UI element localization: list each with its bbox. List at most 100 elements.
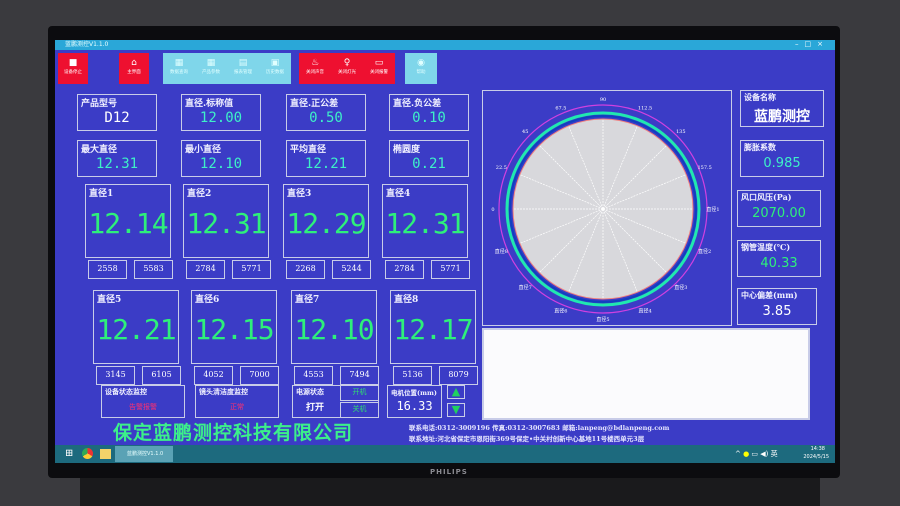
taskbar-app[interactable]: 蓝鹏测控V1.1.0: [115, 446, 173, 462]
info-field: 钢管温度(℃) 40.33: [737, 240, 821, 277]
polar-spoke: [539, 208, 604, 273]
polar-spoke: [602, 145, 667, 210]
motor-position-value: 16.33: [396, 399, 433, 413]
monitor-icon: ▭: [374, 58, 384, 68]
grid-icon: ▦: [206, 58, 216, 68]
diameter-raw-a: 3145: [96, 366, 135, 385]
polar-angle-label: 直径7: [519, 284, 532, 291]
toolbar-button-6[interactable]: ♨ 关闭声音: [299, 53, 331, 84]
lens-status-value: 正常: [230, 403, 244, 411]
polar-angle-label: 直径6: [554, 308, 567, 315]
diameter-raw-b: 5771: [431, 260, 470, 279]
diameter-value: 12.31: [385, 207, 465, 240]
diameter-card: 直径2 12.31: [183, 184, 269, 258]
chrome-icon[interactable]: [82, 448, 93, 459]
diameter-label: 直径5: [97, 295, 122, 305]
toolbar-button-7[interactable]: ♀ 关闭灯光: [331, 53, 363, 84]
trend-chart-area: [482, 328, 810, 420]
toolbar-button-5[interactable]: ▣ 历史数据: [259, 53, 291, 84]
monitor-stand: [80, 478, 820, 506]
param-field: 产品型号 D12: [77, 94, 157, 131]
clock-date[interactable]: 2024/5/15: [803, 454, 829, 460]
diameter-label: 直径4: [386, 189, 411, 199]
diameter-raw-b: 5771: [232, 260, 271, 279]
param-value: 0.21: [412, 156, 446, 172]
power-status-panel: 电源状态 打开: [292, 385, 379, 418]
diameter-card: 直径7 12.10: [291, 290, 377, 364]
contact-line-1: 联系电话:0312-3009196 传真:0312-3007683 邮箱:lan…: [409, 424, 670, 432]
info-field: 设备名称 蓝鹏测控: [740, 90, 824, 127]
param-field: 椭圆度 0.21: [389, 140, 469, 177]
lens-status-label: 镜头清洁度监控: [199, 387, 248, 396]
toolbar-button-1[interactable]: ⌂ 主界面: [119, 53, 149, 84]
info-value: 2070.00: [752, 206, 806, 221]
toolbar-button-3[interactable]: ▦ 产品参数: [195, 53, 227, 84]
diameter-value: 12.10: [294, 313, 374, 346]
motor-down-button[interactable]: ▼: [447, 403, 465, 417]
diameter-raw-a: 2784: [385, 260, 424, 279]
motor-up-button[interactable]: ▲: [447, 385, 465, 399]
title-bar: 蓝鹏测控V1.1.0 –□×: [55, 40, 835, 50]
toolbar-button-label: 帮助: [416, 70, 426, 75]
toolbar-button-0[interactable]: ■ 设备停止: [58, 53, 88, 84]
device-status-panel: 设备状态监控 告警报警: [101, 385, 185, 418]
toolbar-button-label: 关闭报警: [370, 70, 388, 75]
ime-indicator[interactable]: 英: [770, 450, 778, 458]
param-value: 12.10: [199, 156, 243, 172]
tray-icons[interactable]: ^ ● ▭ ◀) 英: [735, 450, 778, 458]
info-label: 风口风压(Pa): [741, 192, 792, 202]
tolerance-outer-circle: [498, 104, 708, 314]
info-value: 蓝鹏测控: [754, 109, 810, 125]
param-field: 直径.负公差 0.10: [389, 94, 469, 131]
measured-profile-circle: [505, 111, 701, 307]
device-status-label: 设备状态监控: [105, 387, 147, 396]
info-field: 中心偏差(mm) 3.85: [737, 288, 817, 325]
toolbar-button-2[interactable]: ▦ 数据查询: [163, 53, 195, 84]
diameter-label: 直径8: [394, 295, 419, 305]
motor-position-label: 电机位置(mm): [391, 389, 437, 397]
toolbar-button-8[interactable]: ▭ 关闭报警: [363, 53, 395, 84]
power-on-button[interactable]: 开机: [340, 385, 379, 401]
param-field: 直径.正公差 0.50: [286, 94, 366, 131]
info-label: 膨胀系数: [744, 142, 776, 152]
diameter-card: 直径6 12.15: [191, 290, 277, 364]
diameter-raw-a: 2268: [286, 260, 325, 279]
company-name: 保定蓝鹏测控科技有限公司: [113, 422, 354, 444]
window-controls[interactable]: –□×: [795, 40, 829, 48]
diameter-raw-b: 8079: [439, 366, 478, 385]
diameter-raw-b: 5583: [134, 260, 173, 279]
polar-angle-label: 直径5: [596, 316, 609, 323]
clock-time[interactable]: 14:38: [810, 446, 825, 452]
toolbar-button-label: 设备停止: [64, 70, 82, 75]
polar-angle-label: 45: [522, 129, 528, 135]
toolbar-button-9[interactable]: ◉ 帮助: [405, 53, 437, 84]
grid-icon: ▦: [174, 58, 184, 68]
polar-angle-label: 90: [600, 97, 606, 103]
param-label: 最小直径: [185, 145, 222, 155]
param-value: 12.00: [199, 110, 243, 126]
motor-position-panel: 电机位置(mm) 16.33: [387, 385, 442, 418]
inner-circle: [509, 115, 697, 303]
param-value: 12.21: [304, 156, 348, 172]
power-status-label: 电源状态: [296, 387, 324, 396]
polar-angle-label: 直径2: [698, 248, 711, 255]
contact-line-2: 联系地址:河北省保定市恩阳街369号保定•中关村创新中心基地11号楼西单元3层: [409, 435, 645, 443]
power-off-button[interactable]: 关机: [340, 402, 379, 418]
polar-spoke: [602, 208, 687, 244]
toolbar-button-label: 产品参数: [202, 70, 220, 75]
diameter-raw-a: 5136: [393, 366, 432, 385]
help-icon: ◉: [417, 58, 425, 68]
home-icon: ⌂: [131, 58, 137, 68]
start-icon[interactable]: ⊞: [65, 448, 74, 459]
param-value: 0.10: [412, 110, 446, 126]
toolbar-button-4[interactable]: ▤ 报表管理: [227, 53, 259, 84]
folder-icon[interactable]: [100, 449, 111, 459]
info-value: 0.985: [763, 156, 801, 171]
bulb-icon: ♀: [343, 58, 351, 68]
toolbar: ■ 设备停止 ⌂ 主界面 ▦ 数据查询 ▦ 产品参数 ▤ 报表管理 ▣ 历史数据 ♨ 关闭声音 ♀ 关闭灯光 ▭…: [55, 50, 835, 86]
toolbar-button-label: 报表管理: [234, 70, 252, 75]
power-status-value: 打开: [305, 403, 324, 413]
toolbar-button-label: 历史数据: [266, 70, 284, 75]
polar-spoke: [568, 125, 604, 210]
diameter-value: 12.17: [393, 313, 473, 346]
